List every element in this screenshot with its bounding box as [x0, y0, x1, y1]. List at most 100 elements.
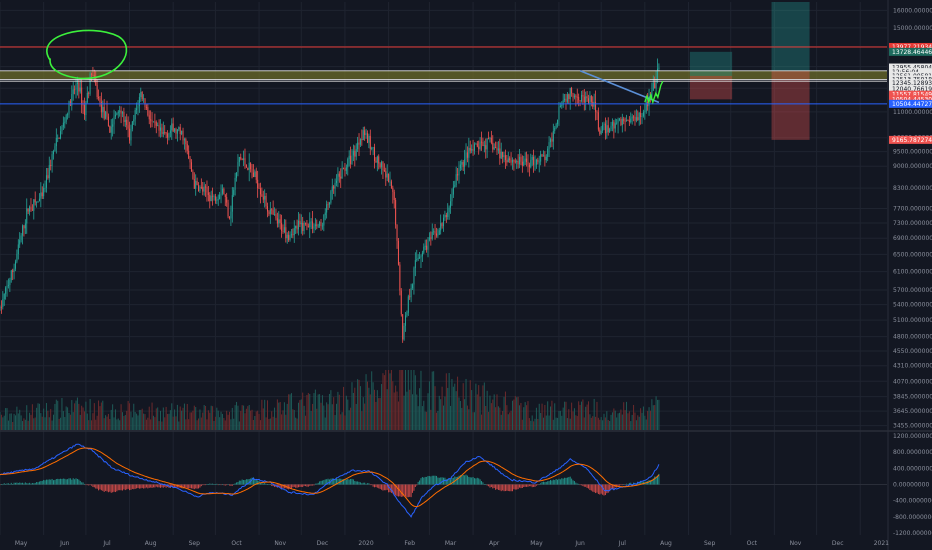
macd-histogram-bar — [223, 484, 225, 486]
macd-histogram-bar — [592, 484, 594, 492]
volume-bar — [493, 394, 495, 430]
volume-bar — [293, 409, 295, 430]
macd-histogram-bar — [9, 483, 11, 485]
candle-body — [483, 145, 485, 147]
macd-histogram-bar — [506, 484, 508, 491]
volume-bar — [462, 383, 464, 430]
macd-histogram-bar — [365, 483, 367, 485]
macd-histogram-bar — [82, 482, 84, 485]
volume-bar — [221, 413, 223, 430]
price-tick-label: 9000.00000000 — [893, 163, 932, 170]
volume-bar — [523, 407, 525, 430]
candle-body — [9, 279, 11, 286]
macd-histogram-bar — [440, 477, 442, 485]
macd-histogram-bar — [630, 482, 632, 485]
volume-bar — [368, 387, 370, 430]
macd-histogram-bar — [502, 484, 504, 491]
macd-histogram-bar — [113, 484, 115, 492]
volume-bar — [61, 397, 63, 430]
macd-histogram-bar — [98, 484, 100, 491]
macd-histogram-bar — [37, 482, 39, 485]
volume-bar — [169, 410, 171, 430]
candle-body — [103, 106, 105, 119]
macd-histogram-bar — [595, 484, 597, 494]
macd-histogram-bar — [89, 484, 91, 486]
candle-body — [188, 150, 190, 159]
macd-histogram-bar — [305, 484, 307, 487]
candle-body — [613, 121, 615, 129]
macd-histogram-bar — [338, 478, 340, 485]
macd-histogram-bar — [493, 484, 495, 489]
candle-body — [174, 128, 176, 132]
volume-bar — [333, 397, 335, 430]
candle-body — [392, 187, 394, 192]
macd-histogram-bar — [100, 484, 102, 491]
price-tick-label: 11000.00000000 — [893, 109, 932, 116]
candle-body — [167, 133, 169, 138]
candle-body — [550, 139, 552, 143]
macd-histogram-bar — [48, 479, 50, 485]
candle-body — [36, 201, 38, 203]
candle-body — [364, 130, 366, 136]
candle-body — [121, 112, 123, 114]
volume-bar — [428, 381, 430, 430]
candle-body — [133, 119, 135, 122]
macd-histogram-bar — [16, 482, 18, 485]
candle-body — [417, 257, 419, 259]
annotations — [46, 29, 664, 105]
volume-bar — [53, 414, 55, 430]
volume-bar — [316, 408, 318, 430]
volume-bar — [396, 391, 398, 430]
macd-histogram-bar — [509, 484, 511, 492]
volume-bar — [492, 399, 494, 430]
macd-histogram-bar — [596, 484, 598, 493]
macd-histogram-bar — [152, 484, 154, 488]
candle-body — [507, 158, 509, 163]
volume-bar — [216, 407, 218, 430]
macd-histogram-bar — [649, 480, 651, 485]
candle-body — [504, 155, 506, 161]
macd-histogram-bar — [604, 484, 606, 496]
candle-body — [238, 156, 240, 163]
volume-bar — [654, 405, 656, 430]
volume-bar — [534, 418, 536, 430]
candle-body — [327, 204, 329, 206]
supply-zone-rect — [0, 70, 887, 79]
macd-tick-label: 0.00000000 — [893, 482, 929, 489]
volume-bar — [475, 383, 477, 430]
macd-histogram-bar — [648, 480, 650, 485]
candle-body — [144, 98, 146, 107]
candle-body — [116, 113, 118, 115]
candle-body — [407, 296, 409, 313]
macd-histogram-bar — [464, 475, 466, 485]
macd-histogram-bar — [240, 480, 242, 485]
volume-bar — [323, 405, 325, 430]
volume-bar — [147, 417, 149, 430]
macd-histogram-bar — [165, 484, 167, 488]
volume-bar — [555, 417, 557, 430]
macd-histogram-bar — [613, 484, 615, 489]
candle-body — [107, 116, 109, 126]
candle-body — [509, 158, 511, 161]
volume-bar — [286, 403, 288, 430]
macd-histogram-bar — [478, 478, 480, 485]
volume-bar — [542, 417, 544, 430]
candle-body — [630, 118, 632, 123]
volume-bar — [96, 415, 98, 430]
candle-body — [314, 224, 316, 227]
macd-histogram-bar — [444, 477, 446, 485]
volume-bar — [383, 375, 385, 430]
candle-body — [575, 95, 577, 97]
candle-body — [621, 118, 623, 125]
macd-histogram-bar — [192, 484, 194, 489]
candle-body — [85, 102, 87, 116]
volume-bar — [506, 405, 508, 430]
volume-bar — [554, 403, 556, 430]
volume-bar — [381, 384, 383, 430]
candle-body — [469, 147, 471, 151]
candle-body — [351, 155, 353, 164]
volume-bar — [586, 404, 588, 430]
macd-histogram-bar — [290, 484, 292, 489]
macd-histogram-bar — [65, 479, 67, 485]
